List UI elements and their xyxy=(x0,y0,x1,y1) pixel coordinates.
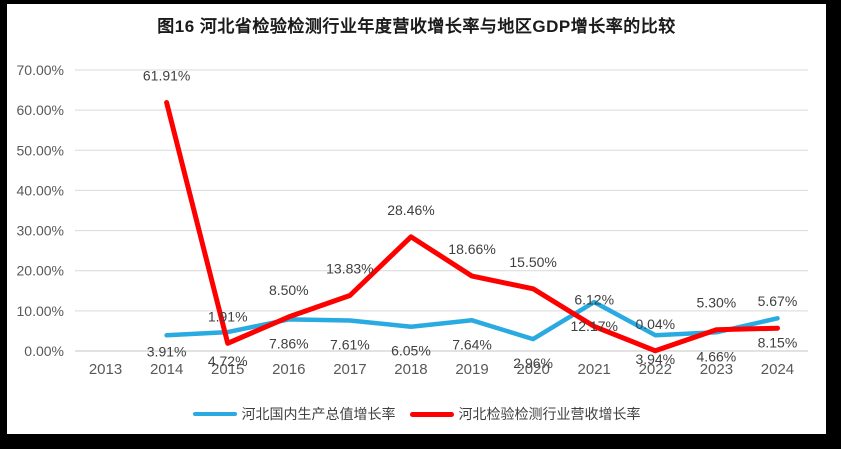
y-tick-label: 0.00% xyxy=(24,343,64,359)
data-label: 3.94% xyxy=(635,351,675,367)
y-tick-label: 10.00% xyxy=(17,303,64,319)
data-label: 4.72% xyxy=(208,353,248,369)
x-tick-label: 2019 xyxy=(455,361,488,378)
y-tick-label: 60.00% xyxy=(17,102,64,118)
data-label: 2.96% xyxy=(513,355,553,371)
data-label: 13.83% xyxy=(326,260,373,276)
y-tick-label: 30.00% xyxy=(17,223,64,239)
data-label: 61.91% xyxy=(143,67,190,83)
data-label: 15.50% xyxy=(509,254,556,270)
x-tick-label: 2016 xyxy=(272,361,305,378)
x-tick-label: 2017 xyxy=(333,361,366,378)
x-tick-label: 2021 xyxy=(578,361,611,378)
x-tick-label: 2018 xyxy=(394,361,427,378)
data-label: 4.66% xyxy=(697,348,737,364)
chart-surface: 图16 河北省检验检测行业年度营收增长率与地区GDP增长率的比较 0.00% 10… xyxy=(7,4,826,434)
gdp-line xyxy=(164,299,780,342)
x-tick-label: 2022 xyxy=(639,361,672,378)
data-label: 5.67% xyxy=(758,293,798,309)
y-tick-label: 50.00% xyxy=(17,142,64,158)
data-label: 7.61% xyxy=(330,336,370,352)
legend: 河北国内生产总值增长率 河北检验检测行业营收增长率 xyxy=(7,403,826,425)
data-label: 8.50% xyxy=(269,282,309,298)
data-label: 18.66% xyxy=(448,241,495,257)
data-label: 1.91% xyxy=(208,308,248,324)
data-label: 3.91% xyxy=(147,343,187,359)
x-tick-label: 2020 xyxy=(516,361,549,378)
revenue-line-swatch xyxy=(409,411,454,417)
x-tick-label: 2013 xyxy=(89,361,122,378)
y-tick-label: 40.00% xyxy=(17,182,64,198)
x-tick-label: 2023 xyxy=(700,361,733,378)
legend-item-revenue: 河北检验检测行业营收增长率 xyxy=(409,404,641,424)
data-label: 6.12% xyxy=(574,291,614,307)
data-label: 5.30% xyxy=(697,295,737,311)
chart-title: 图16 河北省检验检测行业年度营收增长率与地区GDP增长率的比较 xyxy=(157,17,676,36)
plot-area: 0.00% 10.00% 20.00% 30.00% 40.00% 50.00% 60.00… xyxy=(17,62,808,378)
legend-item-gdp: 河北国内生产总值增长率 xyxy=(192,404,396,424)
gdp-line-swatch xyxy=(192,412,237,416)
legend-label-revenue: 河北检验检测行业营收增长率 xyxy=(458,406,641,422)
data-label: 12.17% xyxy=(570,318,617,334)
data-label: 0.04% xyxy=(635,316,675,332)
data-label: 6.05% xyxy=(391,343,431,359)
data-label: 8.15% xyxy=(758,334,798,350)
x-tick-label: 2024 xyxy=(761,361,794,378)
data-label: 28.46% xyxy=(387,202,434,218)
legend-label-gdp: 河北国内生产总值增长率 xyxy=(241,406,396,422)
revenue-line xyxy=(164,100,780,354)
x-tick-label: 2014 xyxy=(150,361,183,378)
data-label: 7.86% xyxy=(269,335,309,351)
y-tick-label: 20.00% xyxy=(17,263,64,279)
data-label: 7.64% xyxy=(452,336,492,352)
y-tick-label: 70.00% xyxy=(17,62,64,78)
x-tick-label: 2015 xyxy=(211,361,244,378)
